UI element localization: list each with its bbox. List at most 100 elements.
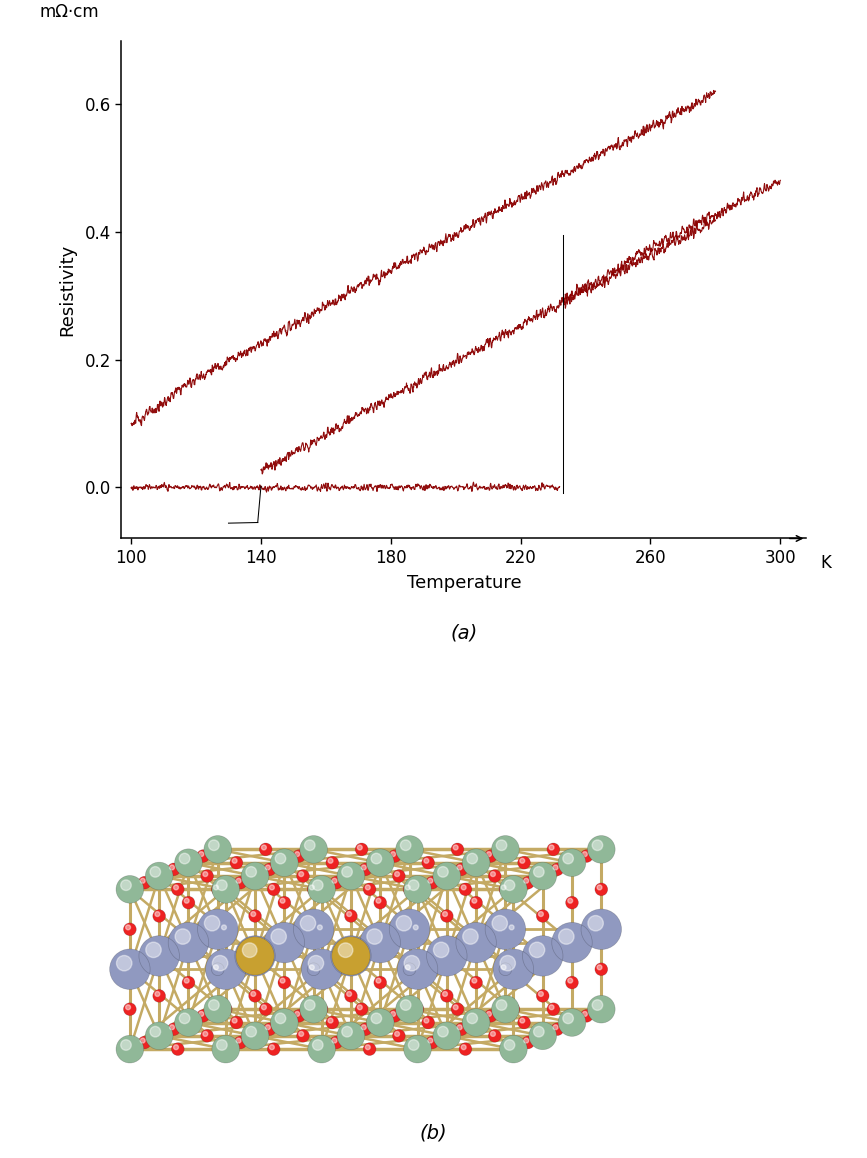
Circle shape [455,863,468,875]
Circle shape [271,849,298,877]
Circle shape [126,925,131,930]
Circle shape [234,877,247,889]
Circle shape [522,1036,534,1049]
Circle shape [492,836,519,863]
Circle shape [501,885,506,889]
Circle shape [337,863,365,889]
Circle shape [297,1029,310,1042]
Circle shape [342,1026,352,1036]
Circle shape [472,899,477,903]
Circle shape [467,853,478,864]
Circle shape [440,909,453,923]
Circle shape [355,1003,368,1016]
Circle shape [568,979,572,983]
Circle shape [414,1005,418,1010]
Circle shape [438,866,448,877]
Circle shape [219,1003,232,1016]
Circle shape [365,1045,370,1049]
Circle shape [116,875,144,903]
Circle shape [397,950,438,989]
Circle shape [363,1042,376,1056]
Circle shape [518,1016,531,1029]
Circle shape [317,1005,323,1010]
Circle shape [404,955,420,970]
Circle shape [170,1025,174,1029]
Circle shape [374,896,387,909]
Circle shape [138,1036,151,1049]
Circle shape [300,916,316,931]
Circle shape [140,878,145,884]
Circle shape [388,1010,401,1023]
Circle shape [403,882,416,896]
Text: mΩ·cm: mΩ·cm [39,2,99,21]
Circle shape [308,875,336,903]
Circle shape [563,1013,573,1024]
Circle shape [155,991,160,996]
Circle shape [520,858,525,863]
Circle shape [173,1045,179,1049]
Circle shape [264,1023,276,1035]
Circle shape [146,1023,173,1049]
Circle shape [139,936,179,976]
Circle shape [209,999,219,1010]
Y-axis label: Resistivity: Resistivity [58,243,76,336]
Circle shape [395,836,423,863]
Circle shape [280,899,285,903]
Circle shape [456,923,496,962]
Circle shape [496,999,507,1010]
Circle shape [501,965,506,969]
Circle shape [509,1005,514,1010]
Circle shape [185,899,189,903]
Circle shape [217,1040,227,1050]
Circle shape [355,843,368,856]
Circle shape [265,1025,271,1029]
Circle shape [499,882,512,896]
Circle shape [428,1038,433,1043]
Circle shape [537,909,549,923]
Circle shape [330,1036,342,1049]
Circle shape [312,880,323,891]
Circle shape [421,856,434,870]
Circle shape [568,899,572,903]
Circle shape [234,1036,247,1049]
Circle shape [170,865,174,870]
Circle shape [235,936,276,976]
Circle shape [530,943,544,958]
Circle shape [310,965,314,969]
Circle shape [401,999,411,1010]
Circle shape [337,943,353,958]
Circle shape [583,1011,587,1017]
Circle shape [529,863,557,889]
Circle shape [309,955,323,970]
Circle shape [241,863,269,889]
Circle shape [236,1038,241,1043]
Circle shape [123,923,136,936]
Circle shape [403,962,416,976]
Circle shape [197,850,210,863]
Circle shape [505,1040,515,1050]
Circle shape [246,866,257,877]
Circle shape [467,1013,478,1024]
Circle shape [558,929,574,944]
Circle shape [493,950,534,989]
Circle shape [365,885,370,889]
Circle shape [367,1009,394,1036]
Circle shape [529,1023,557,1049]
Circle shape [357,1005,362,1010]
Circle shape [179,1013,190,1024]
Circle shape [499,875,527,903]
Circle shape [427,936,467,976]
Circle shape [588,836,616,863]
Circle shape [205,916,220,931]
Circle shape [491,1032,495,1036]
Circle shape [330,936,371,976]
Text: (b): (b) [420,1123,447,1143]
Circle shape [222,1005,226,1010]
Circle shape [394,1032,400,1036]
Circle shape [212,882,225,896]
Circle shape [411,1003,424,1016]
Circle shape [175,929,191,944]
Circle shape [185,979,189,983]
Circle shape [537,989,549,1003]
Circle shape [472,979,477,983]
